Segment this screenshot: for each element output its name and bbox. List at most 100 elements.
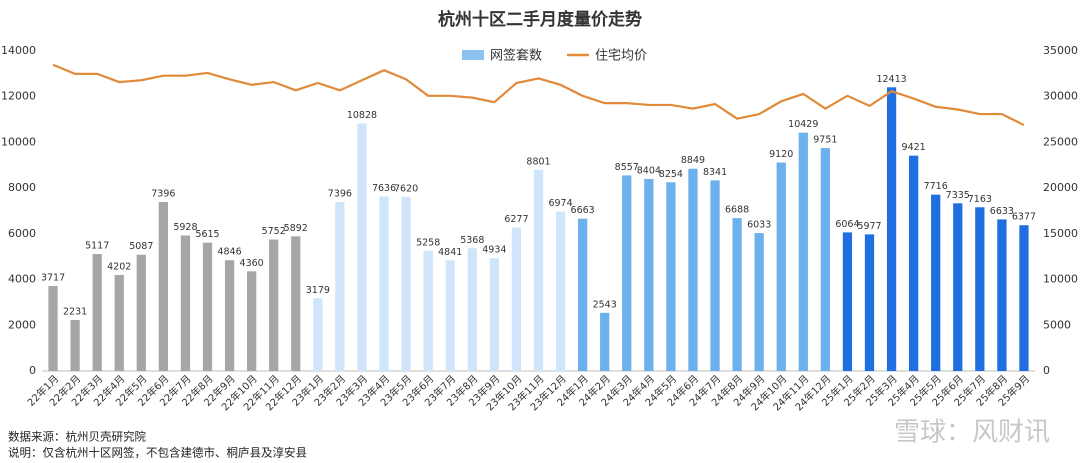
data-label: 7716 <box>924 181 948 192</box>
legend-label: 网签套数 <box>490 48 542 64</box>
data-label: 6633 <box>990 206 1014 217</box>
bar <box>931 194 941 371</box>
y-tick-label: 8000 <box>8 181 36 194</box>
bar <box>666 182 676 371</box>
y-tick-label: 2000 <box>8 318 36 331</box>
data-label: 5368 <box>460 235 484 246</box>
bar <box>224 260 235 371</box>
bar <box>423 250 433 371</box>
bar <box>577 218 588 371</box>
data-label: 5752 <box>262 226 286 237</box>
data-label: 8341 <box>703 167 727 178</box>
chart-title: 杭州十区二手月度量价走势 <box>438 9 642 30</box>
bar <box>776 162 786 371</box>
data-label: 7396 <box>328 188 352 199</box>
bar <box>246 271 257 371</box>
y2-tick-label: 0 <box>1043 364 1050 377</box>
data-label: 5892 <box>284 223 308 234</box>
data-label: 2231 <box>63 307 87 318</box>
bar <box>70 320 80 371</box>
y2-tick-label: 10000 <box>1043 273 1078 286</box>
bar <box>533 169 544 371</box>
data-label: 8801 <box>526 156 550 167</box>
y-tick-label: 4000 <box>8 273 36 286</box>
data-label: 12413 <box>876 74 906 85</box>
note: 数据来源：杭州贝壳研究院 <box>8 430 146 444</box>
data-label: 4934 <box>482 245 506 256</box>
bar <box>864 234 875 371</box>
bar <box>953 203 963 371</box>
bar <box>335 201 345 371</box>
data-label: 6277 <box>504 214 528 225</box>
y2-tick-label: 5000 <box>1043 318 1071 331</box>
y2-tick-label: 15000 <box>1043 227 1078 240</box>
bar <box>754 233 764 371</box>
bar <box>401 196 411 371</box>
data-label: 6974 <box>548 198 572 209</box>
data-label: 7620 <box>394 183 418 194</box>
data-label: 9751 <box>813 135 837 146</box>
bar <box>908 155 919 371</box>
bar <box>600 312 610 371</box>
data-label: 5087 <box>129 241 153 252</box>
bar <box>688 168 698 371</box>
bar <box>489 258 500 371</box>
data-label: 7163 <box>968 194 992 205</box>
data-label: 4202 <box>107 261 131 272</box>
bar <box>158 201 169 371</box>
data-label: 3179 <box>306 285 330 296</box>
line <box>52 63 1025 127</box>
bar <box>511 227 522 371</box>
y2-tick-label: 30000 <box>1043 90 1078 103</box>
data-label: 3717 <box>41 273 65 284</box>
bar <box>467 248 477 371</box>
y2-tick-label: 20000 <box>1043 181 1078 194</box>
bar <box>445 260 455 371</box>
data-label: 6663 <box>571 205 595 216</box>
bar <box>114 274 124 371</box>
bar <box>136 254 146 371</box>
bar <box>313 298 323 371</box>
bar <box>732 218 742 371</box>
data-label: 6033 <box>747 220 771 231</box>
data-label: 8849 <box>681 155 705 166</box>
data-label: 9421 <box>902 142 926 153</box>
bar <box>1019 225 1029 371</box>
data-label: 7396 <box>151 188 175 199</box>
data-label: 8557 <box>615 162 639 173</box>
bar <box>820 148 831 371</box>
bar <box>798 132 808 371</box>
data-label: 6064 <box>835 219 859 230</box>
data-label: 5258 <box>416 237 440 248</box>
y2-tick-label: 25000 <box>1043 135 1078 148</box>
bar <box>997 219 1007 371</box>
y2-tick-label: 35000 <box>1043 44 1078 57</box>
data-label: 5928 <box>173 222 197 233</box>
data-label: 5615 <box>195 229 219 240</box>
y-tick-label: 14000 <box>1 44 36 57</box>
bar <box>622 175 632 371</box>
bar <box>269 239 279 371</box>
bar <box>555 211 566 371</box>
bar <box>710 180 720 371</box>
legend-label: 住宅均价 <box>595 49 647 64</box>
bar <box>92 254 102 371</box>
y-tick-label: 12000 <box>1 90 36 103</box>
bar <box>202 242 213 371</box>
data-label: 7636 <box>372 183 396 194</box>
data-label: 8404 <box>637 165 661 176</box>
bar <box>180 235 191 371</box>
data-label: 9120 <box>769 149 793 160</box>
bar <box>48 286 58 371</box>
data-label: 4360 <box>240 258 264 269</box>
data-label: 8254 <box>659 169 683 180</box>
y-tick-label: 6000 <box>8 227 36 240</box>
note: 说明：仅含杭州十区网签，不包含建德市、桐庐县及淳安县 <box>8 446 307 460</box>
bar <box>842 232 853 371</box>
bar <box>379 196 389 371</box>
bar <box>975 207 985 371</box>
data-label: 6377 <box>1012 212 1036 223</box>
data-label: 10429 <box>788 119 818 130</box>
bar <box>644 178 654 371</box>
